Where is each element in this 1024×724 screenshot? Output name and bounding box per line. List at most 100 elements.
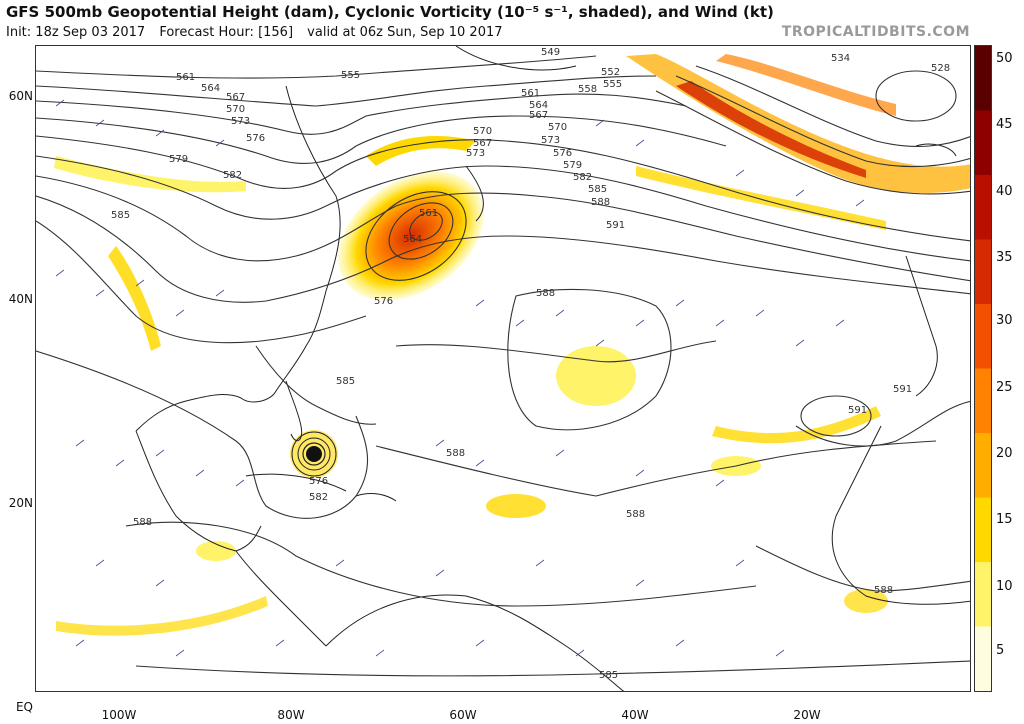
coastline-iceland bbox=[915, 143, 957, 157]
contour-label: 576 bbox=[374, 296, 393, 307]
azores-band bbox=[712, 406, 881, 444]
colorbar-tick: 35 bbox=[996, 250, 1013, 265]
colorbar-tick: 20 bbox=[996, 446, 1013, 461]
africa-blob bbox=[844, 589, 888, 613]
jet-core-ne bbox=[676, 81, 866, 178]
nw-band bbox=[54, 156, 246, 193]
coastline-newfoundland bbox=[465, 165, 484, 222]
chart-title: GFS 500mb Geopotential Height (dam), Cyc… bbox=[6, 3, 774, 21]
trough-band bbox=[366, 136, 476, 166]
forecast-hour: Forecast Hour: [156] bbox=[159, 25, 294, 40]
contour-label: 567 bbox=[529, 110, 548, 121]
lon-label-20w: 20W bbox=[793, 708, 821, 722]
contour-label: 558 bbox=[578, 84, 597, 95]
contour-label: 552 bbox=[601, 67, 620, 78]
contour-label: 585 bbox=[588, 184, 607, 195]
contour-label: 549 bbox=[541, 47, 560, 58]
contour-label: 555 bbox=[341, 70, 360, 81]
contour-label: 588 bbox=[626, 509, 645, 520]
contour-label: 591 bbox=[848, 405, 867, 416]
contour-label: 579 bbox=[563, 160, 582, 171]
west-trough-band bbox=[108, 246, 161, 351]
contour-label: 573 bbox=[231, 116, 250, 127]
itcz-band bbox=[56, 596, 268, 636]
contour-label: 588 bbox=[133, 517, 152, 528]
hurricane bbox=[291, 431, 337, 477]
colorbar-tick: 45 bbox=[996, 117, 1013, 132]
contour-label: 585 bbox=[336, 376, 355, 387]
coastline-europe bbox=[905, 255, 938, 397]
lat-label-20n: 20N bbox=[8, 496, 33, 510]
contour-label: 582 bbox=[573, 172, 592, 183]
lat-label-60n: 60N bbox=[8, 89, 33, 103]
coastline-cuba bbox=[245, 473, 347, 492]
colorbar bbox=[974, 45, 992, 692]
contour-labels: 561 555 564 567 570 573 576 579 582 585 … bbox=[111, 47, 950, 681]
colorbar-tick: 50 bbox=[996, 51, 1013, 66]
contour-label: 564 bbox=[201, 83, 220, 94]
colorbar-tick: 5 bbox=[996, 643, 1005, 658]
contour-label: 591 bbox=[606, 220, 625, 231]
lon-label-100w: 100W bbox=[101, 708, 137, 722]
coastline-hispaniola bbox=[355, 493, 397, 502]
subtitle: Init: 18z Sep 03 2017 Forecast Hour: [15… bbox=[6, 25, 513, 40]
contour-label: 570 bbox=[226, 104, 245, 115]
contour-label: 561 bbox=[521, 88, 540, 99]
coastline-mexico bbox=[135, 430, 262, 552]
east-band bbox=[636, 166, 886, 230]
lon-label-40w: 40W bbox=[621, 708, 649, 722]
contour-label: 576 bbox=[246, 133, 265, 144]
contour-label: 561 bbox=[419, 208, 438, 219]
coastline-africa bbox=[831, 425, 970, 605]
colorbar-tick: 40 bbox=[996, 184, 1013, 199]
contour-label: 585 bbox=[111, 210, 130, 221]
weather-map: 561 555 564 567 570 573 576 579 582 585 … bbox=[35, 45, 971, 692]
colorbar-tick: 15 bbox=[996, 512, 1013, 527]
contour-label: 570 bbox=[473, 126, 492, 137]
lat-label-40n: 40N bbox=[8, 292, 33, 306]
contour-label: 555 bbox=[603, 79, 622, 90]
contour-label: 588 bbox=[591, 197, 610, 208]
map-canvas: 561 555 564 567 570 573 576 579 582 585 … bbox=[36, 46, 970, 691]
lat-label-eq: EQ bbox=[15, 700, 33, 714]
coastlines bbox=[135, 46, 970, 691]
contour-label: 576 bbox=[553, 148, 572, 159]
contour-label: 573 bbox=[541, 135, 560, 146]
contour-label: 579 bbox=[169, 154, 188, 165]
contour-label: 588 bbox=[536, 288, 555, 299]
valid-time: valid at 06z Sun, Sep 10 2017 bbox=[307, 25, 503, 40]
coastline-greenland bbox=[455, 46, 577, 71]
contour-label: 561 bbox=[176, 72, 195, 83]
contour-label: 591 bbox=[893, 384, 912, 395]
contour-label: 582 bbox=[223, 170, 242, 181]
height-contours bbox=[36, 55, 970, 677]
init-time: Init: 18z Sep 03 2017 bbox=[6, 25, 146, 40]
contour-label: 528 bbox=[931, 63, 950, 74]
contour-label: 576 bbox=[309, 476, 328, 487]
contour-label: 564 bbox=[529, 100, 548, 111]
contour-label: 588 bbox=[446, 448, 465, 459]
jet-streak-ne-2 bbox=[716, 54, 896, 116]
contour-label: 570 bbox=[548, 122, 567, 133]
contour-label: 582 bbox=[309, 492, 328, 503]
contour-label: 567 bbox=[473, 138, 492, 149]
contour-label: 588 bbox=[874, 585, 893, 596]
wind-barbs bbox=[55, 99, 865, 657]
gulf-blob bbox=[196, 541, 236, 561]
colorbar-tick: 30 bbox=[996, 313, 1013, 328]
colorbar-tick: 10 bbox=[996, 579, 1013, 594]
lon-label-60w: 60W bbox=[449, 708, 477, 722]
lon-label-80w: 80W bbox=[277, 708, 305, 722]
jet-streak-ne bbox=[626, 54, 970, 193]
hurricane-eye-icon bbox=[306, 446, 322, 462]
contour-label: 567 bbox=[226, 92, 245, 103]
contour-label: 573 bbox=[466, 148, 485, 159]
contour-label: 534 bbox=[831, 53, 850, 64]
contour-label: 585 bbox=[599, 670, 618, 681]
coastline-south-america bbox=[325, 594, 625, 691]
coastline-florida bbox=[285, 380, 303, 442]
coastline-central-america bbox=[235, 550, 327, 647]
brand-watermark: TROPICALTIDBITS.COM bbox=[781, 24, 970, 40]
coastline-north-america bbox=[135, 85, 341, 432]
colorbar-tick: 25 bbox=[996, 380, 1013, 395]
